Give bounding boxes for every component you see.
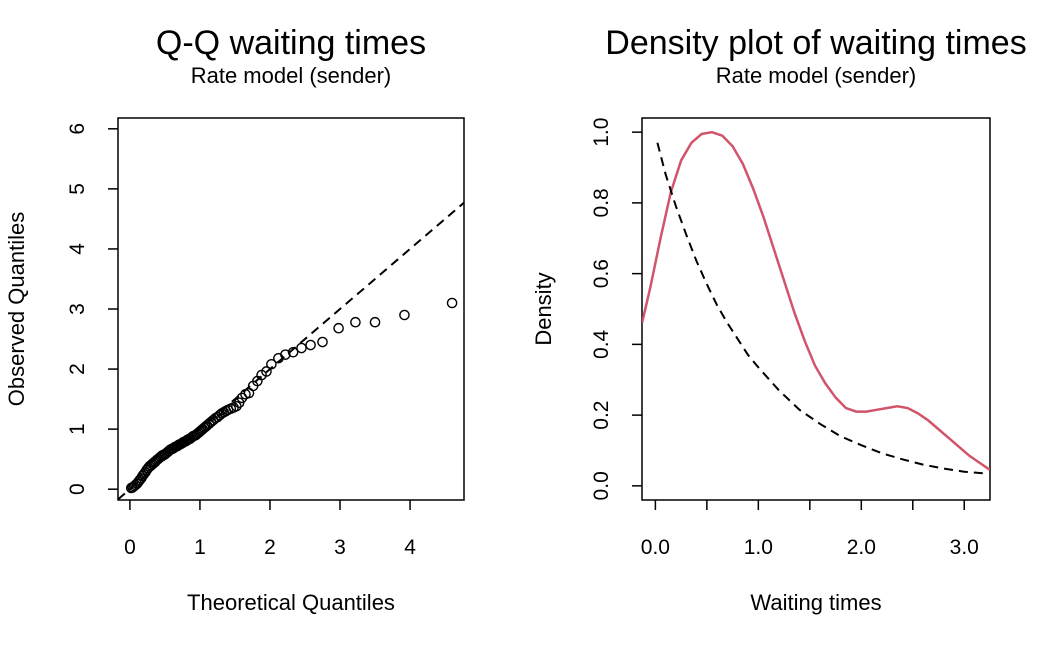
density-curve-exponential xyxy=(656,142,985,475)
qq-y-tick-label: 3 xyxy=(66,303,89,315)
qq-panel: Q-Q waiting times Rate model (sender) 0 1… xyxy=(4,24,465,615)
qq-point xyxy=(305,339,316,351)
qq-x-label: Theoretical Quantiles xyxy=(187,590,395,615)
density-y-axis: 0.0 0.2 0.4 0.6 0.8 1.0 xyxy=(590,118,642,500)
qq-y-label: Observed Quantiles xyxy=(4,212,29,406)
qq-point xyxy=(399,309,410,321)
density-y-tick-label: 1.0 xyxy=(590,118,613,147)
qq-subtitle: Rate model (sender) xyxy=(191,63,392,88)
qq-point xyxy=(446,297,458,309)
density-x-tick-label: 0.0 xyxy=(641,536,670,559)
density-y-label: Density xyxy=(531,272,556,345)
density-curve-empirical xyxy=(642,130,990,471)
qq-point xyxy=(266,358,277,370)
qq-plot-frame xyxy=(117,117,465,501)
density-y-tick-label: 0.4 xyxy=(590,329,613,359)
qq-point xyxy=(236,392,248,404)
qq-y-tick-label: 5 xyxy=(66,183,89,195)
qq-point xyxy=(296,342,307,354)
density-x-label: Waiting times xyxy=(750,590,881,615)
qq-point xyxy=(280,349,291,360)
qq-x-tick-label: 2 xyxy=(264,536,276,559)
density-panel: Density plot of waiting times Rate model… xyxy=(531,24,1027,615)
qq-y-tick-label: 2 xyxy=(66,363,89,375)
density-title: Density plot of waiting times xyxy=(605,24,1026,62)
qq-y-tick-label: 1 xyxy=(66,423,89,435)
qq-points xyxy=(126,297,458,494)
density-lines xyxy=(642,130,990,475)
qq-x-tick-label: 4 xyxy=(404,536,416,559)
qq-x-tick-label: 3 xyxy=(334,536,346,559)
qq-point xyxy=(350,316,361,328)
qq-point xyxy=(333,322,344,334)
qq-point xyxy=(261,366,272,377)
density-y-tick-label: 0.8 xyxy=(590,188,613,217)
qq-y-axis: 0 1 2 3 4 5 6 xyxy=(66,123,118,495)
qq-y-tick-label: 6 xyxy=(66,123,89,135)
qq-point xyxy=(287,346,299,358)
qq-y-tick-label: 4 xyxy=(66,243,89,255)
qq-x-tick-label: 1 xyxy=(194,536,206,559)
density-subtitle: Rate model (sender) xyxy=(716,63,917,88)
density-y-tick-label: 0.2 xyxy=(590,401,613,430)
density-y-tick-label: 0.6 xyxy=(590,259,613,288)
qq-x-tick-label: 0 xyxy=(124,536,136,559)
qq-point xyxy=(231,401,242,412)
density-x-tick-label: 3.0 xyxy=(950,536,979,559)
qq-point xyxy=(317,336,328,348)
qq-y-tick-label: 0 xyxy=(66,483,89,495)
qq-point xyxy=(369,316,381,328)
density-y-tick-label: 0.0 xyxy=(590,471,613,500)
density-x-tick-label: 1.0 xyxy=(744,536,773,559)
density-x-tick-label: 2.0 xyxy=(847,536,876,559)
qq-x-axis: 0 1 2 3 4 xyxy=(124,500,416,559)
qq-title: Q-Q waiting times xyxy=(156,24,426,62)
density-x-axis: 0.0 1.0 2.0 3.0 xyxy=(641,500,979,559)
density-plot-frame xyxy=(641,117,991,501)
